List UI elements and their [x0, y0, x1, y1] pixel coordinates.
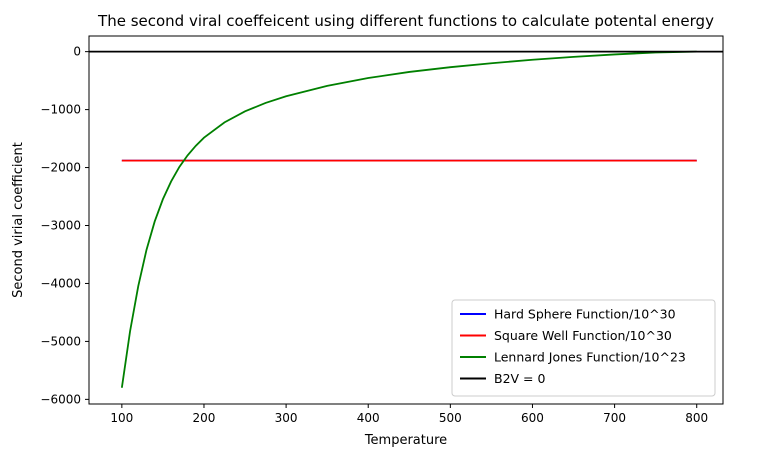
y-tick-label: −6000	[40, 392, 81, 406]
x-tick-label: 300	[275, 411, 298, 425]
y-tick-label: 0	[73, 45, 81, 59]
y-tick-label: −2000	[40, 161, 81, 175]
x-tick-label: 700	[603, 411, 626, 425]
chart-title: The second viral coeffeicent using diffe…	[97, 12, 714, 30]
legend-label: Lennard Jones Function/10^23	[494, 350, 686, 365]
x-axis-label: Temperature	[364, 433, 447, 448]
y-tick-label: −4000	[40, 276, 81, 290]
legend-box	[451, 299, 716, 397]
legend-label: Hard Sphere Function/10^30	[494, 307, 676, 322]
x-tick-label: 500	[439, 411, 462, 425]
x-tick-label: 200	[193, 411, 216, 425]
y-axis-label: Second virial coefficient	[11, 142, 26, 298]
series-line-2	[120, 50, 697, 388]
legend-label: B2V = 0	[494, 371, 545, 386]
series-layer	[89, 50, 723, 388]
x-tick-label: 400	[357, 411, 380, 425]
x-tick-label: 800	[685, 411, 708, 425]
y-tick-label: −1000	[40, 103, 81, 117]
x-tick-label: 600	[521, 411, 544, 425]
legend: Hard Sphere Function/10^30 Square Well Fu…	[451, 299, 716, 397]
axis-layer: 100 200 300 400 500 600 700 800 0 −1000 −2000 −3000…	[40, 45, 708, 425]
plot-frame	[88, 35, 724, 405]
y-tick-label: −3000	[40, 219, 81, 233]
x-tick-label: 100	[110, 411, 133, 425]
legend-label: Square Well Function/10^30	[494, 328, 672, 343]
y-tick-label: −5000	[40, 334, 81, 348]
